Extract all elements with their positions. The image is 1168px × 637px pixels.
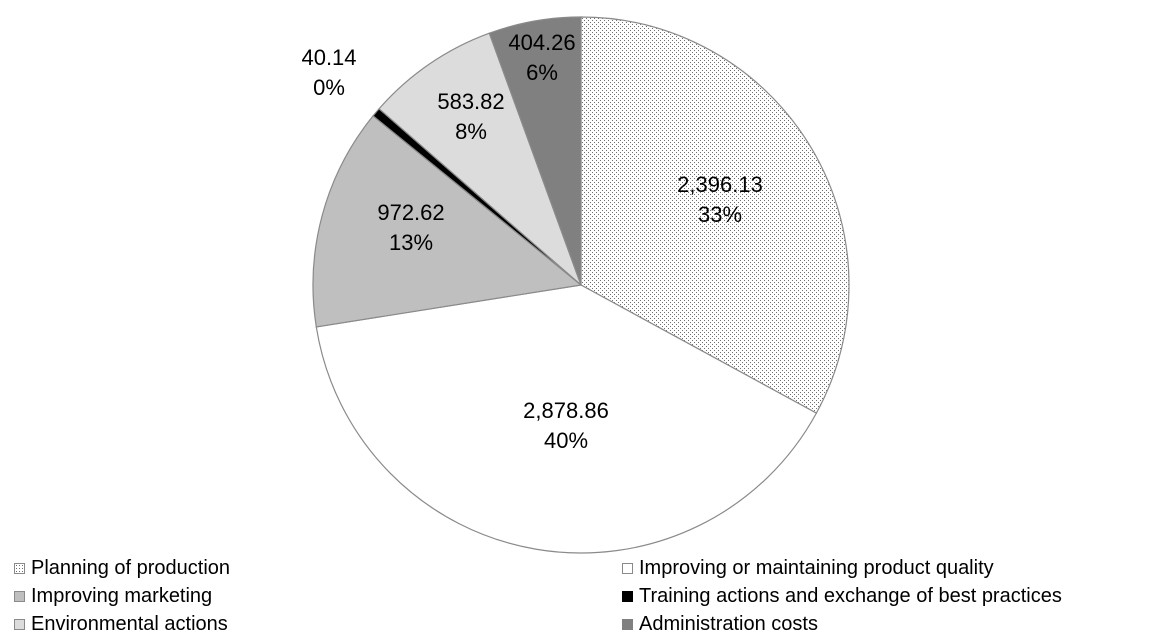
data-label-value: 40.14 xyxy=(301,45,356,70)
pie-slice-improving-or-maintaining-product-quality xyxy=(315,284,818,554)
legend-item-improving-product-quality: Improving or maintaining product quality xyxy=(622,556,994,580)
legend-item-training-actions: Training actions and exchange of best pr… xyxy=(622,584,1062,608)
data-label-percent: 13% xyxy=(389,230,433,255)
legend-label: Planning of production xyxy=(31,557,231,579)
legend-label: Administration costs xyxy=(639,613,818,635)
legend-label: Environmental actions xyxy=(31,613,228,635)
legend-label: Improving marketing xyxy=(31,585,213,607)
pie-slice-environmental-actions xyxy=(378,32,582,286)
legend-swatch-white xyxy=(622,562,633,574)
legend-item-planning-of-production: Planning of production xyxy=(14,556,230,580)
legend-label: Improving or maintaining product quality xyxy=(639,557,994,579)
legend-item-environmental-actions: Environmental actions xyxy=(14,612,228,636)
data-label-percent: 8% xyxy=(455,119,487,144)
pie-slice-planning-of-production xyxy=(580,16,850,414)
data-label-value: 972.62 xyxy=(377,200,444,225)
legend-swatch-dots xyxy=(14,562,25,574)
data-label-percent: 33% xyxy=(698,202,742,227)
legend-item-administration-costs: Administration costs xyxy=(622,612,818,636)
legend-swatch-dark-gray xyxy=(622,618,633,630)
data-label-value: 583.82 xyxy=(437,89,504,114)
legend: Planning of production Improving or main… xyxy=(0,554,1168,637)
data-label-percent: 6% xyxy=(526,60,558,85)
data-label-percent: 40% xyxy=(544,428,588,453)
legend-label: Training actions and exchange of best pr… xyxy=(639,585,1062,607)
data-label-value: 2,396.13 xyxy=(677,172,763,197)
data-label-value: 404.26 xyxy=(508,30,575,55)
pie-slice-improving-marketing xyxy=(312,115,583,328)
legend-item-improving-marketing: Improving marketing xyxy=(14,584,212,608)
data-label-percent: 0% xyxy=(313,75,345,100)
data-label-value: 2,878.86 xyxy=(523,398,609,423)
legend-swatch-black xyxy=(622,590,633,602)
legend-swatch-light-gray xyxy=(14,618,25,630)
legend-swatch-gray xyxy=(14,590,25,602)
pie-chart: 2,396.13 33% 2,878.86 40% 972.62 13% 40.14 0% 58… xyxy=(301,16,850,554)
pie-slice-administration-costs xyxy=(488,16,582,286)
